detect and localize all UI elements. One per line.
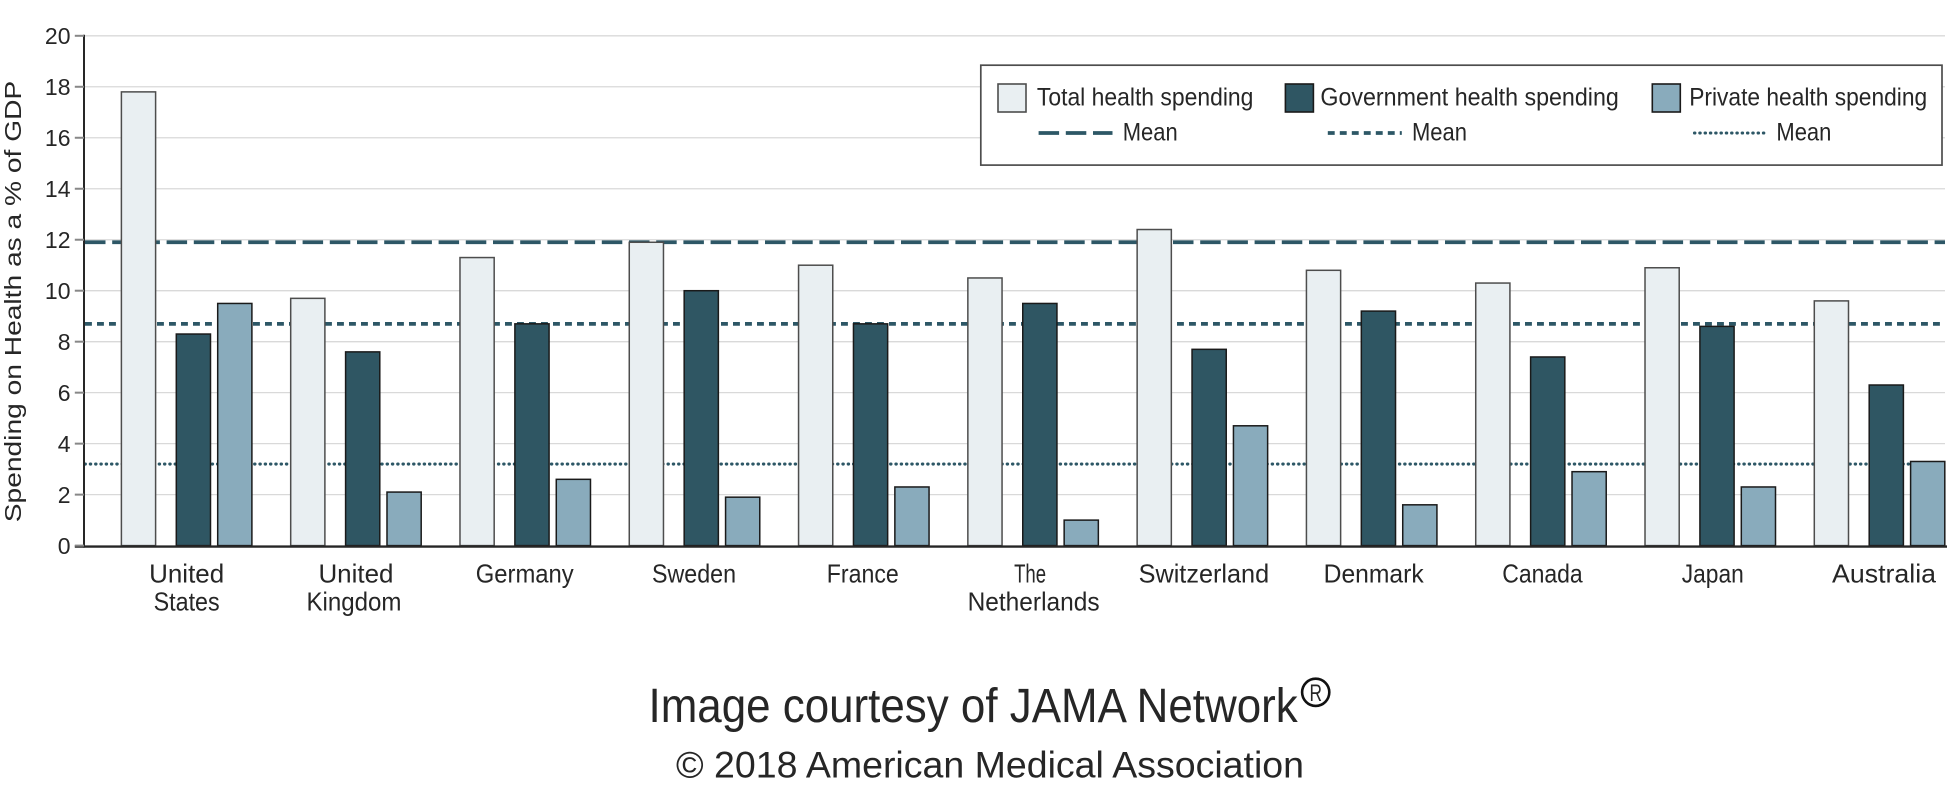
svg-text:18: 18 (45, 74, 71, 100)
svg-text:16: 16 (45, 125, 71, 151)
svg-text:United: United (318, 559, 393, 589)
svg-text:0: 0 (58, 533, 71, 559)
svg-text:Kingdom: Kingdom (306, 587, 401, 617)
svg-text:United: United (149, 559, 224, 589)
svg-text:12: 12 (45, 227, 71, 253)
svg-text:Mean: Mean (1412, 119, 1467, 147)
svg-text:Government health spending: Government health spending (1320, 83, 1618, 111)
svg-text:Image courtesy of JAMA Network: Image courtesy of JAMA Network (649, 680, 1299, 733)
svg-text:Denmark: Denmark (1324, 559, 1425, 589)
svg-text:14: 14 (45, 176, 71, 202)
svg-text:Japan: Japan (1682, 559, 1744, 589)
svg-text:Mean: Mean (1776, 119, 1831, 147)
svg-text:10: 10 (45, 278, 71, 304)
svg-text:Canada: Canada (1502, 559, 1583, 589)
svg-text:6: 6 (58, 380, 71, 406)
svg-text:States: States (154, 587, 220, 617)
svg-text:The: The (1014, 559, 1046, 589)
svg-text:© 2018 American Medical Associ: © 2018 American Medical Association (676, 745, 1304, 786)
svg-text:20: 20 (45, 23, 71, 49)
svg-text:4: 4 (58, 431, 71, 457)
svg-text:Total health spending: Total health spending (1037, 83, 1254, 111)
svg-text:Netherlands: Netherlands (968, 587, 1100, 617)
svg-text:France: France (827, 559, 899, 589)
svg-text:2: 2 (58, 482, 71, 508)
svg-text:Mean: Mean (1123, 119, 1178, 147)
svg-text:8: 8 (58, 329, 71, 355)
svg-text:R: R (1309, 680, 1322, 707)
svg-text:Australia: Australia (1832, 559, 1937, 589)
svg-text:Switzerland: Switzerland (1139, 559, 1270, 589)
svg-text:Sweden: Sweden (652, 559, 736, 589)
svg-text:Germany: Germany (476, 559, 574, 589)
svg-text:Spending on Health as a % of G: Spending on Health as a % of GDP (0, 81, 26, 523)
svg-text:Private health spending: Private health spending (1689, 83, 1927, 111)
